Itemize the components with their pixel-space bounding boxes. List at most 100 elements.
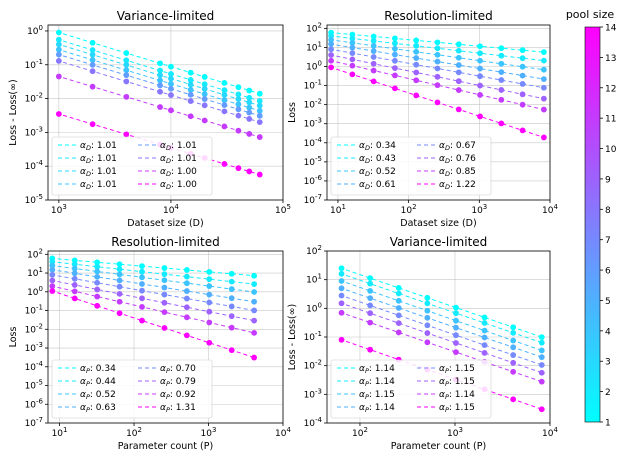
legend-entry: αD: 1.01 (58, 141, 117, 152)
legend-subscript: P (86, 380, 90, 388)
data-point (519, 47, 526, 54)
data-point (157, 60, 163, 67)
data-point (256, 98, 263, 104)
x-tick-label-base: 10 (401, 206, 413, 216)
data-point (228, 313, 235, 320)
data-point (370, 67, 377, 74)
legend-label: αP: 0.34 (80, 364, 116, 375)
legend-box (330, 359, 492, 419)
legend-label: αD: 0.67 (439, 141, 476, 152)
data-point (413, 92, 420, 99)
x-axis-label: Dataset size (D) (400, 218, 476, 229)
data-point (370, 48, 377, 54)
y-tick-label-base: 10 (25, 400, 37, 410)
data-point (477, 92, 483, 98)
data-point (94, 293, 101, 300)
legend-entry: αP: 0.70 (138, 364, 196, 375)
y-tick-label-exp: -4 (315, 136, 323, 144)
data-point (413, 42, 420, 49)
legend-subscript: D (86, 170, 91, 178)
data-point (235, 165, 242, 172)
data-point (123, 78, 130, 85)
data-point (228, 324, 235, 331)
legend-value: 1.01 (177, 154, 197, 164)
data-point (338, 285, 345, 292)
data-point (455, 106, 462, 113)
legend-label: αD: 0.34 (359, 141, 396, 152)
y-tick-label: 10-3 (304, 117, 322, 130)
data-point (228, 278, 235, 285)
y-tick-label: 10-6 (304, 174, 323, 187)
y-tick-label-exp: 0 (39, 24, 43, 32)
fit-line (50, 279, 256, 322)
data-point (235, 127, 242, 134)
data-point (455, 87, 462, 93)
fit-line (339, 311, 544, 383)
data-point (71, 275, 78, 282)
legend-subscript: D (86, 144, 91, 152)
legend-entry: αP: 1.14 (417, 390, 475, 401)
legend-value: 0.43 (376, 154, 396, 164)
legend-entry: αP: 1.15 (417, 377, 475, 388)
data-point (157, 67, 163, 74)
legend-alpha: α (80, 154, 86, 164)
legend-entry: αP: 1.31 (138, 403, 196, 414)
data-point (256, 134, 263, 140)
y-tick-label: 10-4 (304, 416, 323, 429)
data-point (434, 65, 441, 72)
data-point (540, 57, 547, 64)
legend-value: 0.52 (96, 390, 116, 400)
data-point (183, 314, 190, 321)
y-tick-label: 10-5 (304, 155, 322, 168)
data-point (206, 283, 213, 290)
series-pool-2 (55, 36, 263, 104)
axes-frame (47, 250, 284, 424)
data-point (89, 121, 96, 128)
legend-colon: : (450, 167, 456, 177)
legend-entry: αD: 1.01 (138, 154, 197, 165)
data-point (221, 108, 228, 115)
x-tick-label-base: 10 (542, 429, 554, 439)
y-tick-label-exp: -5 (36, 193, 43, 201)
chart-panel-2: 101 102 103 10410210110010-110-210-310-410-… (287, 9, 558, 229)
data-point (453, 332, 459, 339)
colorbar-title: pool size (566, 8, 615, 21)
legend-alpha: α (160, 403, 166, 413)
data-point (161, 309, 168, 316)
data-point (206, 308, 213, 315)
legend-label: αP: 0.92 (160, 390, 196, 401)
legend-colon: : (91, 167, 97, 177)
data-point (116, 290, 123, 297)
y-tick-label-base: 10 (27, 250, 39, 260)
data-point (221, 91, 228, 98)
data-point (540, 84, 547, 91)
data-point (55, 46, 62, 53)
data-point (349, 44, 356, 51)
colorbar-tick-label: 14 (605, 24, 617, 34)
legend-subscript: P (445, 393, 449, 401)
y-tick-label-exp: -2 (315, 359, 322, 367)
data-point (349, 62, 356, 69)
x-tick-label: 105 (275, 203, 291, 216)
data-point (94, 268, 101, 275)
data-point (246, 116, 253, 122)
data-point (168, 92, 174, 98)
legend-label: αD: 1.22 (439, 180, 476, 191)
legend-subscript: P (86, 406, 90, 414)
x-axis-label: Parameter count (P) (118, 441, 213, 452)
data-point (123, 50, 130, 56)
y-tick-label-base: 10 (304, 120, 316, 130)
colorbar-bar (584, 26, 601, 423)
data-point (349, 50, 356, 57)
x-tick-label-exp: 4 (553, 426, 558, 434)
data-point (395, 329, 402, 336)
data-point (201, 96, 208, 102)
y-tick-label: 100 (306, 60, 322, 73)
data-point (161, 284, 168, 291)
x-tick-label-base: 10 (163, 206, 175, 216)
data-point (540, 134, 547, 141)
x-tick-label-base: 10 (447, 429, 459, 439)
legend-value: 1.14 (375, 364, 395, 374)
data-point (392, 40, 398, 47)
x-tick-label: 104 (542, 426, 558, 439)
